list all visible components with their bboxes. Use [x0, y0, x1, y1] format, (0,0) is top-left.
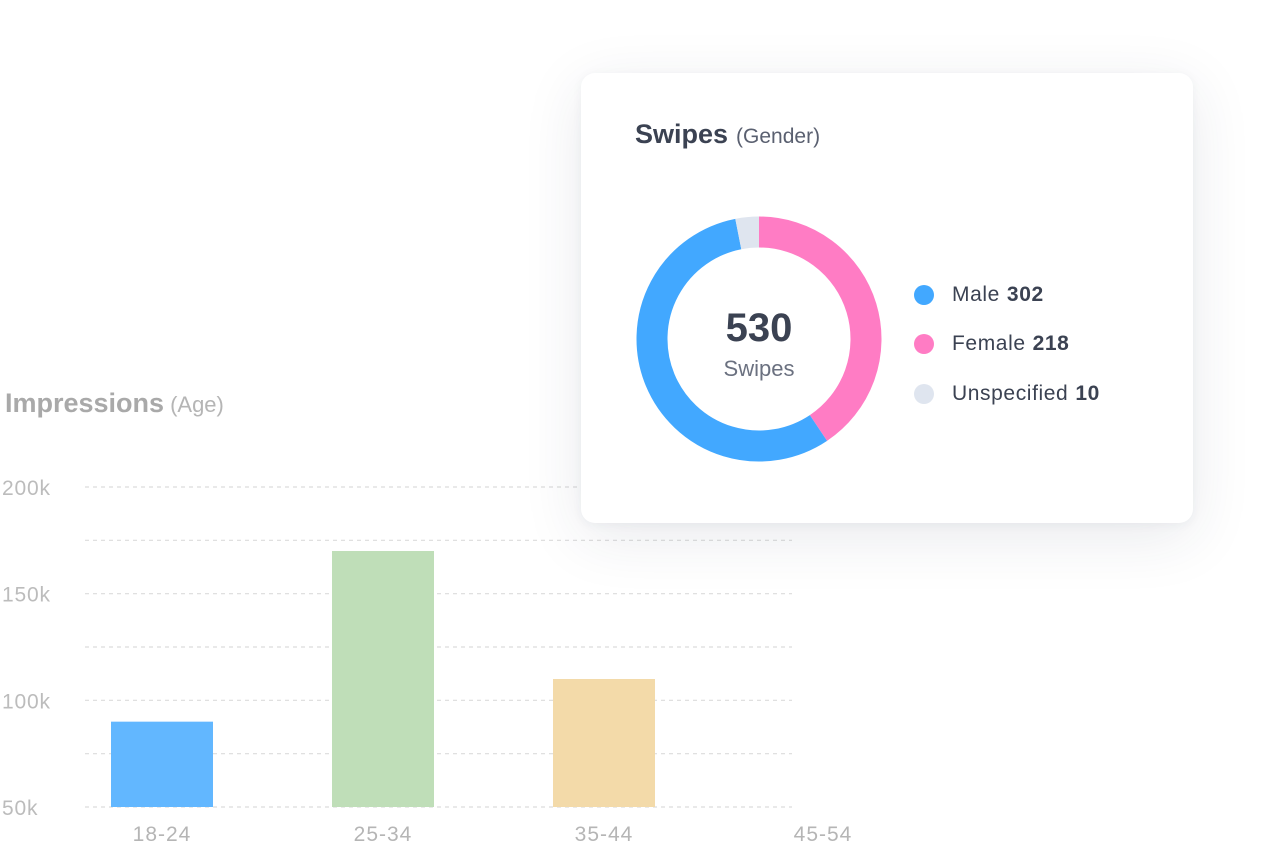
impressions-title-sub: (Age) — [170, 392, 224, 417]
legend-item-female: Female 218 — [914, 320, 1100, 370]
swipes-donut-chart: 530 Swipes — [636, 216, 882, 462]
x-axis-ticks: 18-24 25-34 35-44 45-54 — [133, 823, 853, 846]
legend-label-unspecified: Unspecified — [952, 381, 1069, 405]
bar-35-44 — [553, 679, 655, 807]
legend-label-male: Male — [952, 282, 1000, 306]
y-tick-0: 200k — [2, 477, 51, 500]
grid-lines — [85, 486, 792, 808]
swipes-title-sub: (Gender) — [736, 125, 821, 148]
x-tick-35-44: 35-44 — [575, 823, 634, 846]
legend-item-unspecified: Unspecified 10 — [914, 369, 1100, 419]
legend-dot-unspecified — [914, 383, 934, 404]
legend-item-male: Male 302 — [914, 270, 1100, 320]
legend-dot-male — [914, 284, 934, 305]
legend-dot-female — [914, 334, 934, 355]
donut-total-label: Swipes — [724, 356, 795, 381]
x-tick-25-34: 25-34 — [354, 823, 413, 846]
swipes-title: Swipes (Gender) — [635, 119, 820, 150]
swipes-legend: Male 302 Female 218 Unspecified 10 — [914, 270, 1100, 419]
x-tick-45-54: 45-54 — [794, 823, 853, 846]
swipes-title-main: Swipes — [635, 119, 729, 149]
donut-slice-female — [758, 216, 882, 441]
y-tick-2: 100k — [2, 690, 51, 713]
x-tick-18-24: 18-24 — [133, 823, 192, 846]
legend-label-female: Female — [952, 332, 1026, 356]
y-tick-3: 50k — [2, 797, 38, 820]
impressions-title: Impressions (Age) — [5, 388, 224, 418]
donut-slice-unspecified — [735, 216, 760, 250]
y-axis-ticks: 200k 150k 100k 50k — [2, 477, 51, 820]
impressions-title-main: Impressions — [5, 388, 164, 418]
bars — [111, 551, 655, 807]
legend-value-male: 302 — [1006, 282, 1044, 306]
donut-slices — [636, 216, 882, 462]
swipes-card: Swipes (Gender) 530 Swipes Male 302 Femal… — [581, 73, 1193, 523]
bar-25-34 — [332, 551, 434, 807]
bar-18-24 — [111, 721, 213, 807]
donut-slice-male — [636, 218, 828, 462]
y-tick-1: 150k — [2, 584, 51, 607]
legend-value-female: 218 — [1032, 332, 1070, 356]
donut-total: 530 — [726, 306, 793, 350]
legend-value-unspecified: 10 — [1075, 381, 1100, 405]
